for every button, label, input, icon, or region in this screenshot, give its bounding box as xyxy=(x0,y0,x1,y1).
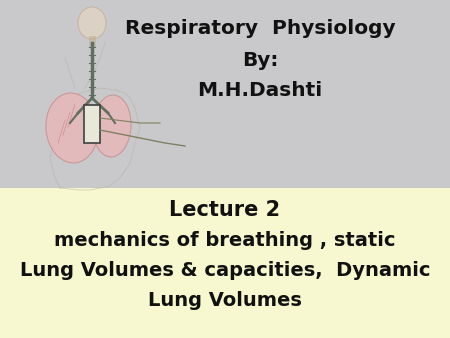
Text: Lung Volumes: Lung Volumes xyxy=(148,290,302,310)
Bar xyxy=(0,188,450,338)
Bar xyxy=(84,105,100,143)
Text: Respiratory  Physiology: Respiratory Physiology xyxy=(125,19,395,38)
Ellipse shape xyxy=(93,95,131,157)
Text: M.H.Dashti: M.H.Dashti xyxy=(198,80,323,99)
Text: mechanics of breathing , static: mechanics of breathing , static xyxy=(54,232,396,250)
Text: By:: By: xyxy=(242,50,278,70)
Ellipse shape xyxy=(46,93,98,163)
Text: Lung Volumes & capacities,  Dynamic: Lung Volumes & capacities, Dynamic xyxy=(20,262,430,281)
Ellipse shape xyxy=(78,7,106,39)
Text: Lecture 2: Lecture 2 xyxy=(170,200,280,220)
